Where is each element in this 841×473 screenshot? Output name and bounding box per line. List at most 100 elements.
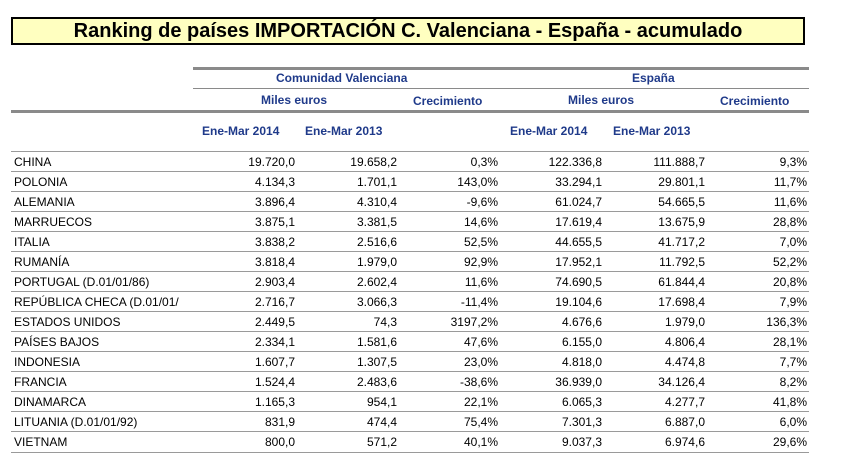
table-row: RUMANÍA 3.818,4 1.979,0 92,9% 17.952,1 1… xyxy=(11,251,809,272)
cv-2014-value: 2.716,7 xyxy=(254,295,295,309)
period-cv-2013: Ene-Mar 2013 xyxy=(305,124,383,138)
es-growth-value: 9,3% xyxy=(779,155,807,169)
cv-2013-value: 1.701,1 xyxy=(356,175,397,189)
cv-2013-value: 2.516,6 xyxy=(356,235,397,249)
es-2013-value: 1.979,0 xyxy=(664,315,705,329)
cv-2013-value: 1.581,6 xyxy=(356,335,397,349)
group-header-es: España xyxy=(632,71,675,85)
es-2014-value: 6.155,0 xyxy=(561,335,602,349)
es-growth-value: 136,3% xyxy=(766,315,807,329)
cv-2013-value: 3.066,3 xyxy=(356,295,397,309)
cv-2014-value: 831,9 xyxy=(264,415,295,429)
es-2014-value: 33.294,1 xyxy=(555,175,602,189)
es-2013-value: 4.474,8 xyxy=(664,355,705,369)
country-name: VIETNAM xyxy=(14,435,68,449)
country-name: RUMANÍA xyxy=(14,255,70,269)
cv-growth-value: -38,6% xyxy=(459,375,498,389)
table-row: LITUANIA (D.01/01/92) 831,9 474,4 75,4% … xyxy=(11,411,809,432)
cv-growth-value: 11,6% xyxy=(464,275,498,289)
es-2013-value: 4.806,4 xyxy=(664,335,705,349)
cv-2014-value: 2.449,5 xyxy=(254,315,295,329)
cv-2014-value: 1.165,3 xyxy=(254,395,295,409)
es-growth-value: 11,7% xyxy=(773,175,807,189)
es-growth-value: 20,8% xyxy=(772,275,807,289)
subheader-cv-growth: Crecimiento xyxy=(413,94,483,108)
cv-growth-value: 14,6% xyxy=(463,215,498,229)
es-2013-value: 11.792,5 xyxy=(659,255,705,269)
cv-2014-value: 2.903,4 xyxy=(254,275,295,289)
es-2013-value: 17.698,4 xyxy=(658,295,705,309)
cv-2013-value: 4.310,4 xyxy=(356,195,397,209)
cv-2013-value: 571,2 xyxy=(366,435,397,449)
cv-2013-value: 19.658,2 xyxy=(350,155,397,169)
cv-2013-value: 1.307,5 xyxy=(356,355,397,369)
country-name: POLONIA xyxy=(14,175,68,189)
es-2013-value: 61.844,4 xyxy=(658,275,705,289)
cv-2014-value: 3.875,1 xyxy=(254,215,295,229)
es-2014-value: 19.104,6 xyxy=(555,295,602,309)
cv-growth-value: 23,0% xyxy=(463,355,498,369)
cv-2014-value: 4.134,3 xyxy=(254,175,295,189)
table-row: CHINA 19.720,0 19.658,2 0,3% 122.336,8 1… xyxy=(11,151,809,172)
cv-growth-value: 3197,2% xyxy=(450,315,498,329)
es-growth-value: 28,8% xyxy=(772,215,807,229)
cv-2014-value: 2.334,1 xyxy=(254,335,295,349)
subheader-es-value: Miles euros xyxy=(568,93,635,107)
country-name: MARRUECOS xyxy=(14,215,93,229)
period-cv-2014: Ene-Mar 2014 xyxy=(202,124,280,138)
es-2013-value: 34.126,4 xyxy=(658,375,705,389)
cv-2014-value: 19.720,0 xyxy=(248,155,295,169)
country-name: PORTUGAL (D.01/01/86) xyxy=(14,275,150,289)
period-es-2014: Ene-Mar 2014 xyxy=(510,124,588,138)
es-2014-value: 44.655,5 xyxy=(555,235,602,249)
country-name: LITUANIA (D.01/01/92) xyxy=(14,415,138,429)
subheader-cv-value: Miles euros xyxy=(261,93,328,107)
country-name: FRANCIA xyxy=(14,375,67,389)
table-row: POLONIA 4.134,3 1.701,1 143,0% 33.294,1 … xyxy=(11,171,809,192)
cv-2013-value: 954,1 xyxy=(366,395,397,409)
cv-2014-value: 3.838,2 xyxy=(254,235,295,249)
report-title-text: Ranking de países IMPORTACIÓN C. Valenci… xyxy=(73,19,743,42)
group-header-cv: Comunidad Valenciana xyxy=(276,71,408,85)
es-growth-value: 7,9% xyxy=(779,295,807,309)
country-name: ESTADOS UNIDOS xyxy=(14,315,121,329)
cv-2014-value: 1.607,7 xyxy=(254,355,295,369)
table-row: INDONESIA 1.607,7 1.307,5 23,0% 4.818,0 … xyxy=(11,351,809,372)
country-name: CHINA xyxy=(14,155,52,169)
cv-growth-value: -11,4% xyxy=(460,295,498,309)
cv-growth-value: 143,0% xyxy=(457,175,498,189)
subheader-es-growth: Crecimiento xyxy=(720,94,790,108)
cv-growth-value: 47,6% xyxy=(463,335,498,349)
table-row: DINAMARCA 1.165,3 954,1 22,1% 6.065,3 4.… xyxy=(11,391,809,412)
es-2014-value: 4.818,0 xyxy=(561,355,602,369)
cv-2013-value: 3.381,5 xyxy=(356,215,397,229)
es-growth-value: 41,8% xyxy=(772,395,807,409)
es-2013-value: 29.801,1 xyxy=(658,175,705,189)
report-title: Ranking de países IMPORTACIÓN C. Valenci… xyxy=(11,17,805,45)
cv-2013-value: 74,3 xyxy=(373,315,397,329)
header-rule-group xyxy=(193,88,809,89)
es-growth-value: 6,0% xyxy=(779,415,807,429)
table-row: PAÍSES BAJOS 2.334,1 1.581,6 47,6% 6.155… xyxy=(11,331,809,352)
es-growth-value: 11,6% xyxy=(773,195,807,209)
es-growth-value: 8,2% xyxy=(779,375,807,389)
country-name: ITALIA xyxy=(14,235,50,249)
period-es-2013: Ene-Mar 2013 xyxy=(613,124,691,138)
cv-2013-value: 1.979,0 xyxy=(356,255,397,269)
es-2013-value: 41.717,2 xyxy=(658,235,705,249)
cv-growth-value: 75,4% xyxy=(463,415,498,429)
header-rule-sub xyxy=(11,110,809,113)
cv-2013-value: 2.483,6 xyxy=(356,375,397,389)
es-growth-value: 7,7% xyxy=(779,355,807,369)
table-row: MARRUECOS 3.875,1 3.381,5 14,6% 17.619,4… xyxy=(11,211,809,232)
table-row: FRANCIA 1.524,4 2.483,6 -38,6% 36.939,0 … xyxy=(11,371,809,392)
table-row: ESTADOS UNIDOS 2.449,5 74,3 3197,2% 4.67… xyxy=(11,311,809,332)
table-row: ALEMANIA 3.896,4 4.310,4 -9,6% 61.024,7 … xyxy=(11,191,809,212)
es-2013-value: 4.277,7 xyxy=(664,395,705,409)
es-2014-value: 7.301,3 xyxy=(561,415,602,429)
header-rule-top xyxy=(193,67,809,70)
es-2013-value: 54.665,5 xyxy=(658,195,705,209)
cv-growth-value: 92,9% xyxy=(463,255,498,269)
es-2014-value: 6.065,3 xyxy=(561,395,602,409)
es-2014-value: 9.037,3 xyxy=(561,435,602,449)
